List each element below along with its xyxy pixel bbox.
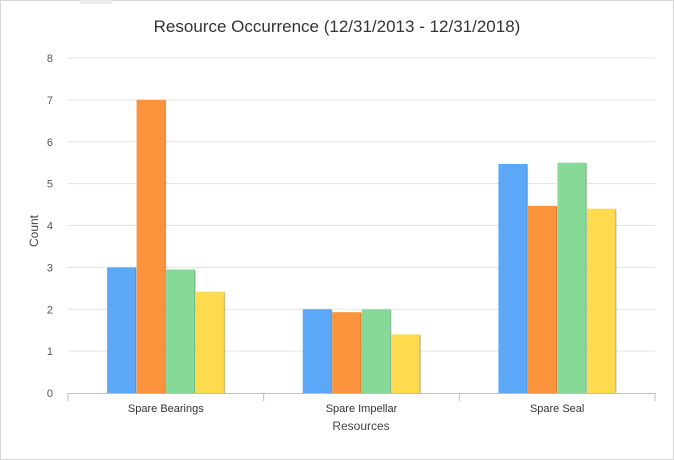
y-axis-ticks: 0 1 2 3 4 5 6 7 8 (47, 53, 53, 400)
bar[interactable] (302, 309, 332, 393)
y-axis-label: Count (27, 214, 41, 247)
bar[interactable] (557, 162, 587, 393)
y-tick-label: 5 (47, 179, 53, 191)
y-tick-label: 6 (47, 137, 53, 149)
gridlines (68, 57, 655, 352)
y-tick-label: 8 (47, 53, 53, 65)
bar[interactable] (391, 334, 421, 393)
x-tick-label: Spare Impellar (326, 403, 398, 415)
x-axis-label: Resources (332, 419, 389, 433)
y-tick-label: 1 (47, 346, 53, 358)
y-tick-label: 2 (47, 304, 53, 316)
bar[interactable] (527, 205, 557, 393)
bars (107, 99, 617, 393)
x-tick-label: Spare Bearings (128, 403, 204, 415)
bar[interactable] (498, 163, 528, 393)
panel-tab (80, 0, 112, 4)
bar[interactable] (107, 267, 137, 393)
y-tick-label: 3 (47, 262, 53, 274)
bar[interactable] (136, 99, 166, 393)
x-axis: Spare Bearings Spare Impellar Spare Seal (67, 393, 656, 415)
y-tick-label: 7 (47, 95, 53, 107)
bar[interactable] (361, 309, 391, 393)
chart-title: Resource Occurrence (12/31/2013 - 12/31/… (153, 17, 521, 36)
y-tick-label: 4 (47, 221, 53, 233)
bar[interactable] (166, 269, 196, 393)
x-tick-label: Spare Seal (530, 403, 584, 415)
bar[interactable] (195, 291, 225, 393)
y-tick-label: 0 (47, 388, 53, 400)
bar[interactable] (586, 208, 616, 393)
bar[interactable] (332, 312, 362, 393)
